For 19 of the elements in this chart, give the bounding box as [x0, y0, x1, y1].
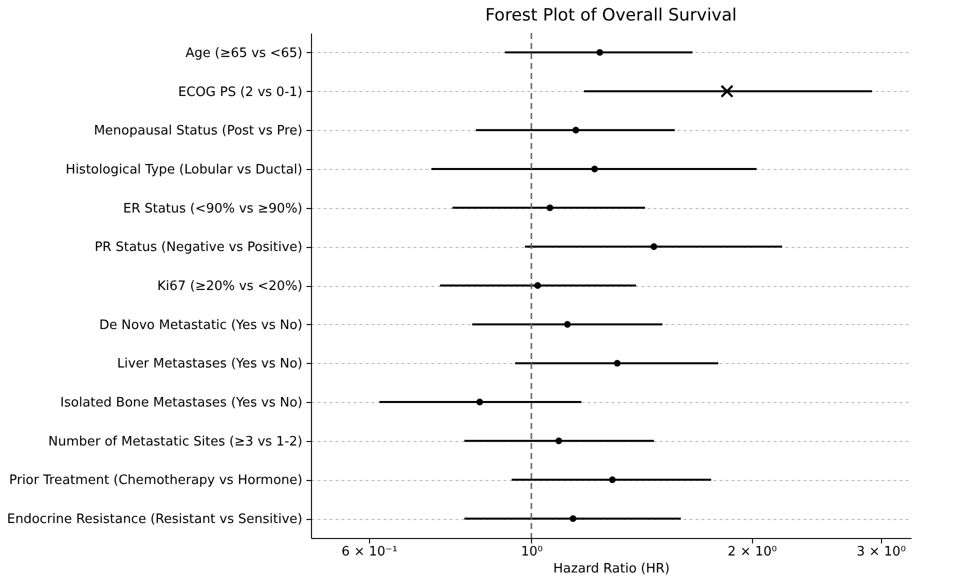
y-tick-label: Histological Type (Lobular vs Ductal) — [66, 162, 302, 178]
y-tick-label: Endocrine Resistance (Resistant vs Sensitive) — [7, 512, 302, 528]
y-tick-label: Age (≥65 vs <65) — [185, 46, 302, 61]
y-tick-label: Menopausal Status (Post vs Pre) — [94, 124, 302, 139]
y-tick-label: Prior Treatment (Chemotherapy vs Hormone) — [9, 473, 302, 488]
y-tick-label: Liver Metastases (Yes vs No) — [117, 356, 302, 372]
y-tick-label: ER Status (<90% vs ≥90%) — [123, 201, 302, 216]
x-tick-label: 3 × 10⁰ — [856, 544, 906, 560]
y-tick-label: Ki67 (≥20% vs <20%) — [157, 279, 302, 294]
y-tick-label: Isolated Bone Metastases (Yes vs No) — [60, 396, 302, 411]
x-axis-title: Hazard Ratio (HR) — [553, 562, 670, 576]
y-tick-label: De Novo Metastatic (Yes vs No) — [99, 318, 302, 333]
x-tick-label: 2 × 10⁰ — [728, 544, 777, 560]
x-tick-label: 6 × 10⁻¹ — [341, 544, 398, 560]
y-tick-label: ECOG PS (2 vs 0-1) — [178, 84, 302, 100]
y-tick-label: PR Status (Negative vs Positive) — [94, 240, 302, 256]
y-tick-label: Number of Metastatic Sites (≥3 vs 1-2) — [48, 434, 302, 450]
x-tick-label: 10⁰ — [521, 544, 543, 560]
chart-title: Forest Plot of Overall Survival — [485, 5, 737, 26]
